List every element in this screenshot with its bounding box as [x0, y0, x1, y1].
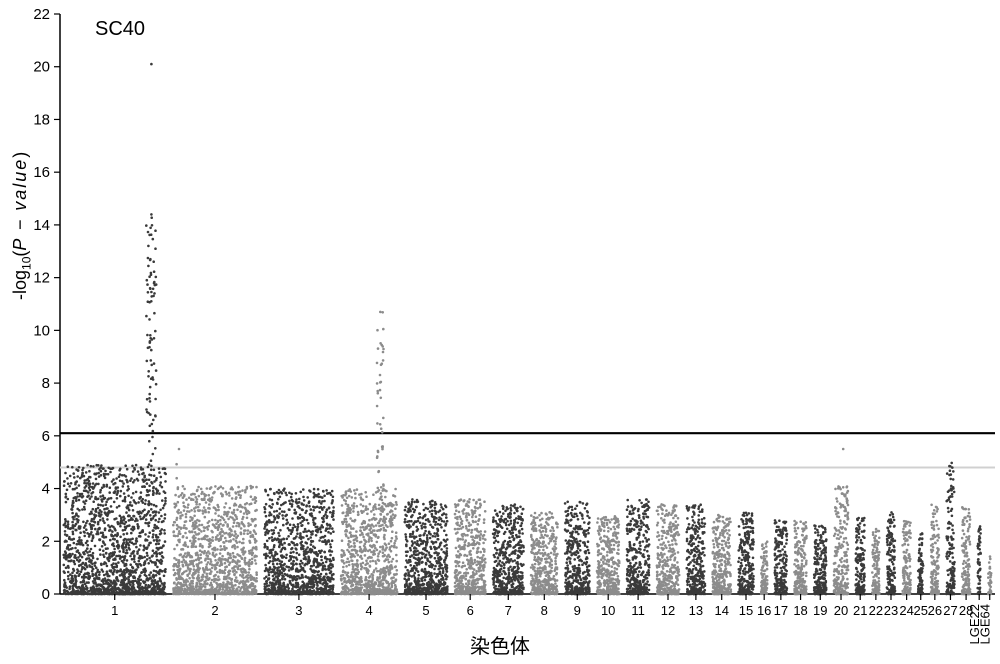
svg-text:0: 0	[42, 586, 50, 603]
svg-text:18: 18	[33, 111, 50, 128]
svg-text:4: 4	[42, 481, 50, 498]
panel-label: SC40	[95, 18, 145, 41]
x-axis-title: 染色体	[0, 630, 1000, 659]
svg-text:16: 16	[33, 164, 50, 181]
plot-svg: 0246810121416182022123456789101112131415…	[0, 0, 1000, 664]
manhattan-plot: 0246810121416182022123456789101112131415…	[0, 0, 1000, 664]
svg-text:22: 22	[33, 6, 50, 23]
svg-text:14: 14	[33, 217, 50, 234]
svg-text:10: 10	[33, 322, 50, 339]
svg-text:2: 2	[42, 533, 50, 550]
svg-text:12: 12	[33, 270, 50, 287]
svg-text:6: 6	[42, 428, 50, 445]
svg-text:20: 20	[33, 59, 50, 76]
y-axis-title: -log10(P − value)	[10, 152, 34, 300]
svg-text:8: 8	[42, 375, 50, 392]
